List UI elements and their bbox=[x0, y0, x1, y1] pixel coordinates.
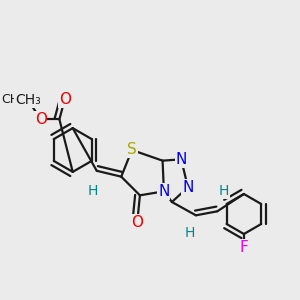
Text: H: H bbox=[88, 184, 98, 198]
Text: H: H bbox=[219, 184, 229, 198]
Text: CH₃: CH₃ bbox=[15, 93, 41, 107]
Text: O: O bbox=[22, 92, 34, 107]
Text: CH₃: CH₃ bbox=[2, 93, 25, 106]
Text: S: S bbox=[127, 142, 137, 158]
Text: N: N bbox=[182, 180, 194, 195]
Text: O: O bbox=[35, 112, 47, 127]
Text: N: N bbox=[158, 184, 169, 199]
Text: O: O bbox=[59, 92, 71, 107]
Text: F: F bbox=[239, 240, 248, 255]
Text: N: N bbox=[176, 152, 187, 167]
Text: O: O bbox=[131, 215, 143, 230]
Text: H: H bbox=[185, 226, 195, 240]
